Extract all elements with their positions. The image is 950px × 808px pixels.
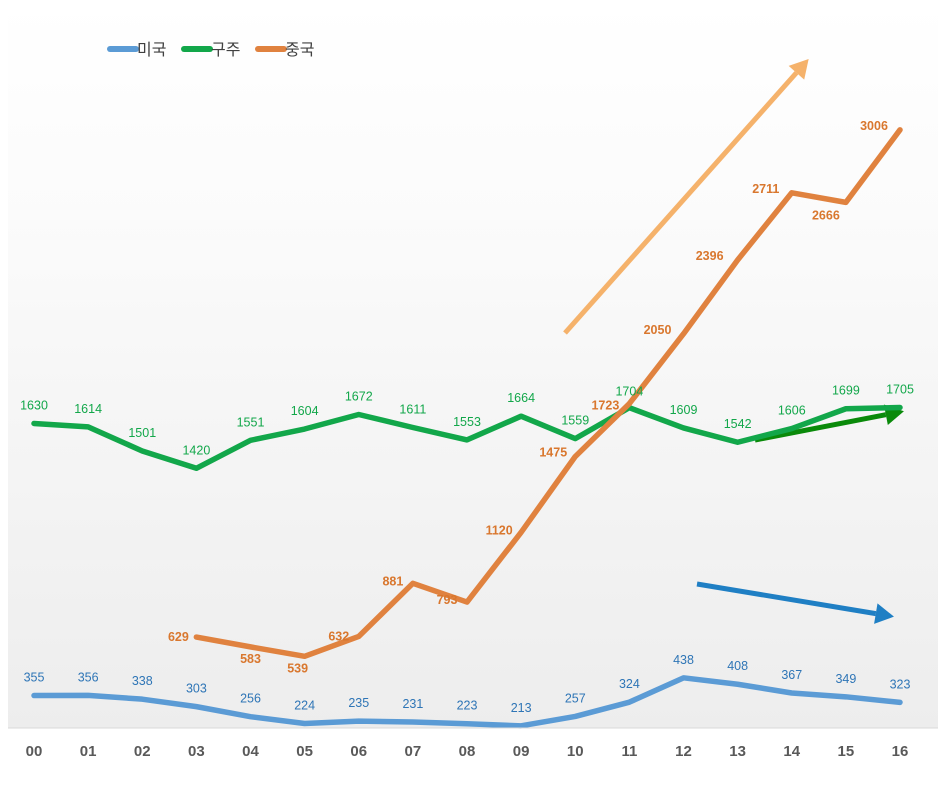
- data-label-1-12: 1609: [670, 403, 698, 417]
- x-tick-label-15: 15: [838, 743, 855, 760]
- us-trend-arrow: [696, 581, 894, 624]
- data-label-2-12: 2050: [644, 323, 672, 337]
- data-label-2-3: 629: [168, 630, 189, 644]
- data-label-0-7: 231: [402, 697, 423, 711]
- legend-label-2: 중국: [285, 40, 314, 59]
- data-label-2-13: 2396: [696, 249, 724, 263]
- series-lines: [31, 127, 903, 729]
- data-label-0-9: 213: [511, 701, 532, 715]
- x-tick-label-3: 03: [188, 743, 205, 760]
- data-label-0-10: 257: [565, 691, 586, 705]
- x-tick-label-1: 01: [80, 743, 97, 760]
- data-label-1-13: 1542: [724, 417, 752, 431]
- data-label-1-15: 1699: [832, 384, 860, 398]
- data-label-2-9: 1120: [486, 523, 513, 537]
- x-tick-label-9: 09: [513, 743, 530, 760]
- data-label-1-9: 1664: [507, 391, 535, 405]
- data-label-1-16: 1705: [886, 382, 914, 396]
- data-label-1-0: 1630: [20, 398, 48, 412]
- data-label-1-14: 1606: [778, 404, 806, 418]
- data-label-0-8: 223: [457, 699, 478, 713]
- data-label-0-16: 323: [890, 677, 911, 691]
- x-tick-label-16: 16: [892, 743, 909, 760]
- x-tick-label-10: 10: [567, 743, 584, 760]
- data-label-0-14: 367: [781, 668, 802, 682]
- data-label-1-8: 1553: [453, 415, 481, 429]
- x-tick-label-7: 07: [405, 743, 422, 760]
- x-tick-label-6: 06: [350, 743, 367, 760]
- x-tick-label-13: 13: [729, 743, 746, 760]
- legend-label-1: 구주: [211, 40, 240, 59]
- data-label-1-3: 1420: [182, 443, 210, 457]
- data-label-1-4: 1551: [237, 415, 265, 429]
- trend-arrows: [563, 59, 904, 624]
- data-label-2-14: 2711: [752, 182, 779, 196]
- data-label-1-10: 1559: [561, 414, 589, 428]
- legend: 미국 구주 중국: [107, 40, 314, 59]
- series-line-1: [31, 404, 903, 472]
- data-label-0-12: 438: [673, 653, 694, 667]
- data-label-2-5: 539: [287, 661, 308, 675]
- china-trend-arrow: [563, 59, 809, 335]
- series-line-0: [31, 675, 903, 729]
- data-label-2-15: 2666: [812, 208, 840, 222]
- data-label-0-6: 235: [348, 696, 369, 710]
- data-label-1-1: 1614: [74, 402, 102, 416]
- data-labels: 355 356 338 303 256 224 235 231 223 213 257 324 438 4…: [20, 119, 914, 715]
- data-label-1-2: 1501: [128, 426, 156, 440]
- data-label-0-3: 303: [186, 682, 207, 696]
- data-label-2-10: 1475: [539, 446, 567, 460]
- data-label-0-2: 338: [132, 674, 153, 688]
- data-label-0-13: 408: [727, 659, 748, 673]
- x-tick-label-12: 12: [675, 743, 692, 760]
- data-label-2-7: 881: [382, 574, 403, 588]
- data-label-2-11: 1723: [591, 399, 619, 413]
- legend-label-0: 미국: [137, 40, 166, 59]
- x-tick-label-5: 05: [296, 743, 313, 760]
- data-label-1-6: 1672: [345, 389, 373, 403]
- x-tick-label-0: 00: [26, 743, 43, 760]
- series-line-2: [193, 127, 903, 660]
- data-label-0-11: 324: [619, 677, 640, 691]
- data-label-2-6: 632: [328, 629, 349, 643]
- x-tick-label-8: 08: [459, 743, 476, 760]
- data-label-2-16: 3006: [860, 119, 888, 133]
- data-label-1-7: 1611: [399, 403, 426, 417]
- x-tick-label-14: 14: [783, 743, 800, 760]
- x-tick-label-11: 11: [621, 743, 637, 760]
- plot-background: [8, 0, 938, 728]
- data-label-0-15: 349: [835, 672, 856, 686]
- data-label-1-11: 1704: [615, 385, 643, 399]
- data-label-2-8: 793: [437, 593, 458, 607]
- data-label-2-4: 583: [240, 652, 261, 666]
- x-tick-label-4: 04: [242, 743, 259, 760]
- x-tick-label-2: 02: [134, 743, 151, 760]
- data-label-0-5: 224: [294, 698, 315, 712]
- data-label-0-4: 256: [240, 692, 261, 706]
- x-axis: 00 01 02 03 04 05 06 07 08 09 10 11 12 13 14 15 16: [8, 727, 938, 760]
- data-label-0-0: 355: [24, 671, 45, 685]
- data-label-1-5: 1604: [291, 404, 319, 418]
- data-label-0-1: 356: [78, 670, 99, 684]
